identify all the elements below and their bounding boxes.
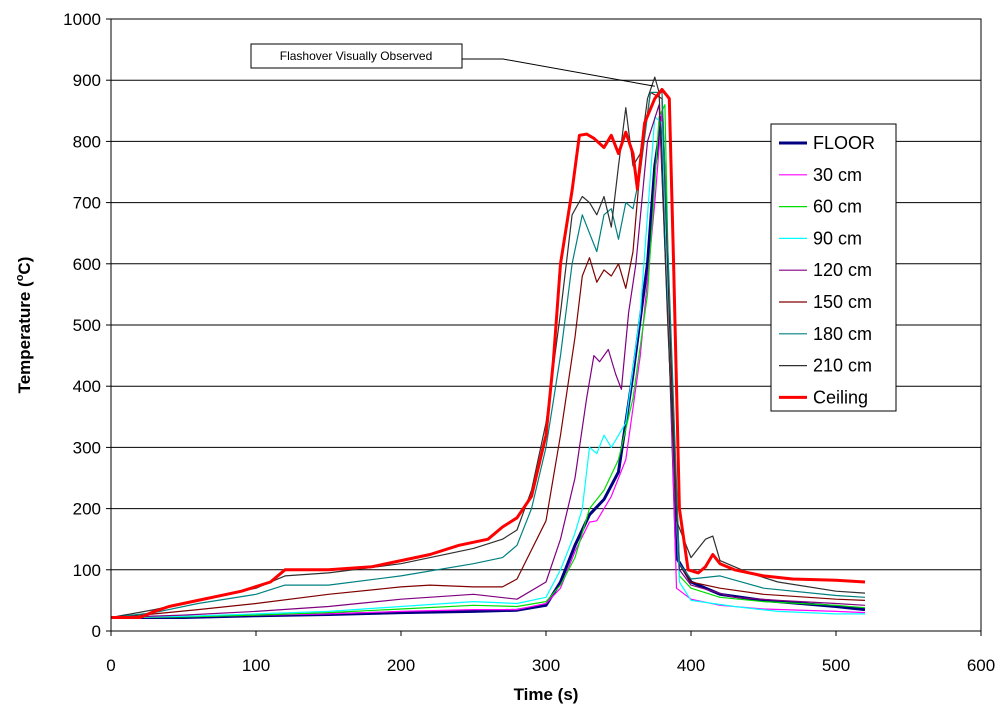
x-tick-label: 500 xyxy=(822,656,850,675)
annotation-box xyxy=(250,43,463,69)
x-tick-label: 200 xyxy=(387,656,415,675)
x-axis-title: Time (s) xyxy=(514,685,579,704)
x-tick-label: 0 xyxy=(106,656,115,675)
y-tick-label: 0 xyxy=(92,622,101,641)
y-axis-ticks: 0 100 200 300 400 500 600 700 800 900 1000 xyxy=(63,10,111,641)
legend-box xyxy=(770,123,897,412)
flashover-annotation: Flashover Visually Observed xyxy=(250,43,655,87)
legend-label: 30 cm xyxy=(813,165,862,185)
series-line-60-cm xyxy=(110,104,866,619)
legend-label: 60 cm xyxy=(813,197,862,217)
annotation-leader-line xyxy=(462,58,655,87)
y-tick-label: 200 xyxy=(73,500,101,519)
y-tick-label: 700 xyxy=(73,194,101,213)
legend-label: 120 cm xyxy=(813,260,872,280)
x-tick-label: 600 xyxy=(967,656,995,675)
series-line-floor xyxy=(111,115,866,619)
x-axis-ticks: 0 100 200 300 400 500 600 xyxy=(106,631,995,675)
x-tick-label: 300 xyxy=(532,656,560,675)
x-tick-label: 100 xyxy=(242,656,270,675)
series-line-210-cm xyxy=(110,76,866,619)
series-line-90-cm xyxy=(110,116,865,619)
y-tick-label: 100 xyxy=(73,561,101,580)
y-axis-title: Temperature (oC) xyxy=(14,257,34,394)
legend-label: 210 cm xyxy=(813,356,872,376)
y-tick-label: 800 xyxy=(73,132,101,151)
y-tick-label: 600 xyxy=(73,255,101,274)
series-line-120-cm xyxy=(110,104,866,619)
y-tick-label: 900 xyxy=(73,71,101,90)
series-line-30-cm xyxy=(110,110,866,619)
y-tick-label: 300 xyxy=(73,438,101,457)
series-line-ceiling xyxy=(111,87,866,619)
y-tick-label: 1000 xyxy=(63,10,101,29)
legend-label: 90 cm xyxy=(813,228,862,248)
legend: FLOOR 30 cm 60 cm 90 cm 120 cm 150 cm 180 cm 21… xyxy=(770,123,897,412)
legend-label: FLOOR xyxy=(813,133,875,153)
x-tick-label: 400 xyxy=(677,656,705,675)
y-tick-label: 400 xyxy=(73,377,101,396)
series-lines xyxy=(110,76,866,619)
legend-label: 150 cm xyxy=(813,292,872,312)
annotation-text: Flashover Visually Observed xyxy=(280,49,433,63)
legend-label: 180 cm xyxy=(813,324,872,344)
y-tick-label: 500 xyxy=(73,316,101,335)
legend-label: Ceiling xyxy=(813,387,868,407)
